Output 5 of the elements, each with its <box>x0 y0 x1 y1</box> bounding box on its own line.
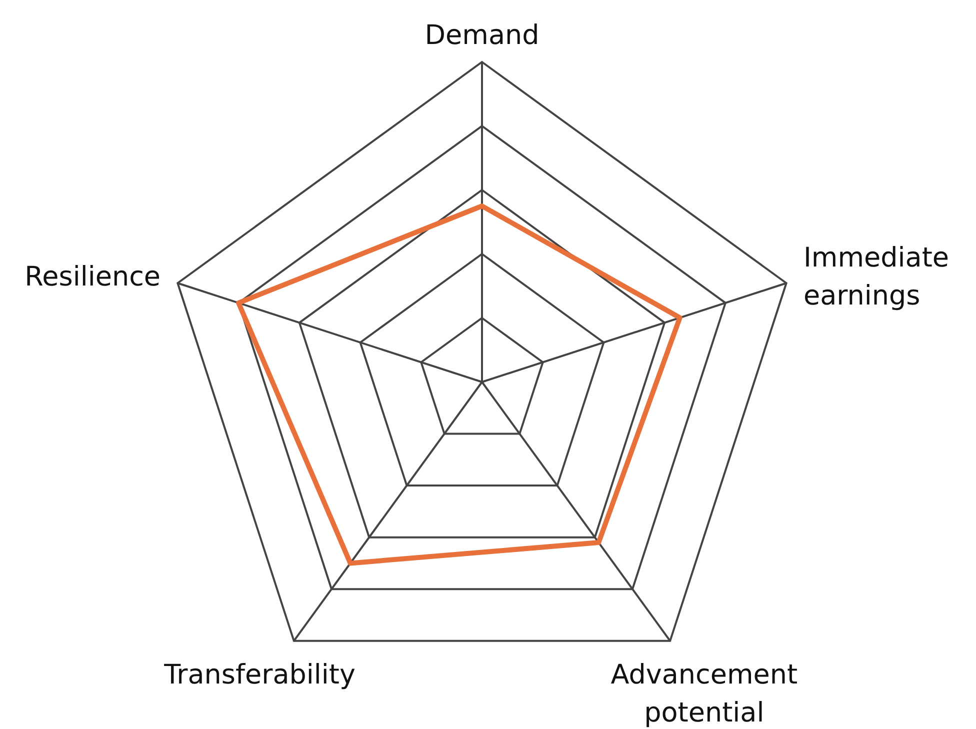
spoke-label: Advancement potential <box>610 659 798 728</box>
spoke-label: Transferability <box>163 659 356 690</box>
spoke-label: Resilience <box>24 262 161 293</box>
spoke-label: Demand <box>424 20 540 51</box>
spoke-label: Immediate earnings <box>803 242 950 312</box>
